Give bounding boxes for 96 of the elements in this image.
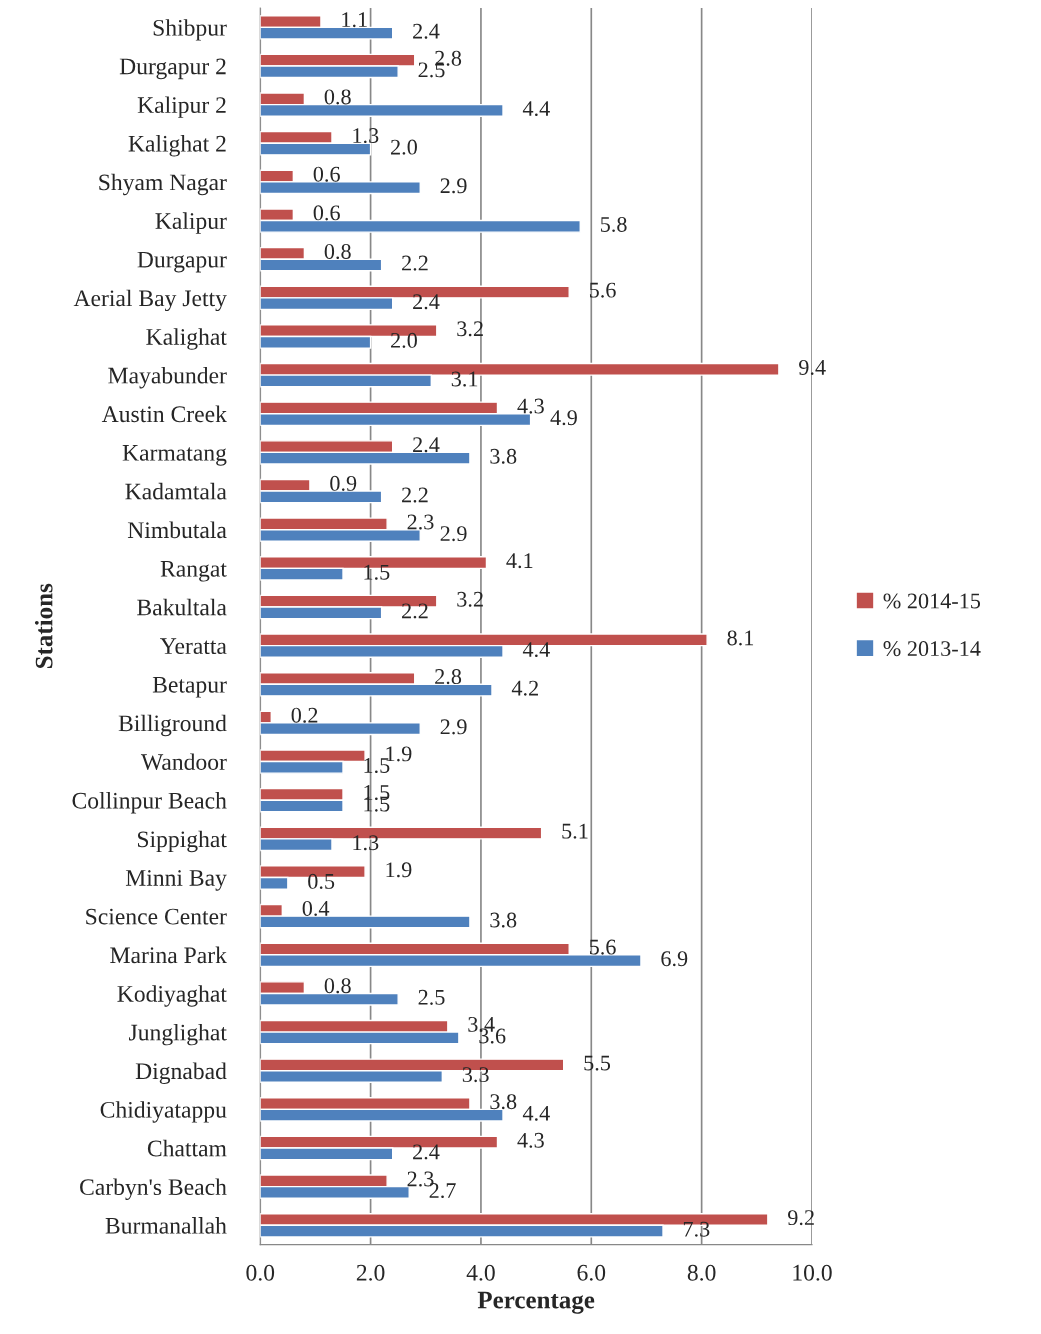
y-tick-label: Karmatang [122, 445, 227, 466]
y-tick-label: Billiground [118, 714, 227, 737]
y-tick-label: Bakultala [137, 598, 227, 616]
y-tick-label: Mayabunder [108, 366, 227, 389]
data-label: 2.4 [413, 23, 440, 39]
data-label: 4.9 [550, 410, 577, 426]
data-label: 1.5 [364, 564, 390, 580]
y-tick-label: Marina Park [110, 946, 227, 964]
x-tick-label: 10.0 [793, 1264, 832, 1281]
data-label: 0.8 [324, 243, 351, 260]
y-tick-label: Aerial Bay Jetty [73, 289, 227, 312]
data-label: 4.3 [517, 398, 544, 414]
y-tick-label: Kalipur 2 [137, 96, 226, 118]
y-tick-label: Collinpur Beach [72, 792, 227, 814]
y-tick-label: Kalighat 2 [128, 135, 226, 157]
legend-label: % 2014-15 [883, 593, 981, 609]
y-tick-label: Dignabad [135, 1062, 227, 1085]
data-label: 1.9 [386, 862, 412, 878]
y-tick-label: Nimbutala [127, 521, 227, 539]
data-label: 2.0 [391, 139, 417, 155]
x-tick-label: 4.0 [466, 1264, 495, 1281]
y-tick-label: Sippighat [137, 830, 227, 853]
data-label: 4.4 [522, 101, 550, 117]
y-tick-label: Chidiyatappu [100, 1101, 227, 1123]
data-label: 3.8 [490, 1094, 517, 1110]
data-label: 5.1 [562, 823, 588, 839]
y-tick-label: Junglighat [129, 1023, 227, 1046]
data-label: 5.6 [589, 939, 616, 955]
x-tick-label: 8.0 [687, 1264, 716, 1281]
data-label: 4.3 [517, 1132, 544, 1148]
y-axis-title: Stations [34, 583, 53, 669]
data-label: 2.5 [418, 989, 445, 1005]
data-label: 2.4 [413, 1144, 440, 1160]
data-label: 4.4 [522, 642, 550, 658]
y-tick-label: Austin Creek [101, 405, 227, 423]
y-tick-label: Durgapur [137, 251, 227, 273]
x-tick-label: 6.0 [577, 1264, 606, 1281]
data-label: 2.2 [402, 603, 428, 619]
data-label: 2.0 [391, 332, 417, 348]
data-label: 0.2 [291, 707, 318, 723]
data-label: 3.2 [457, 321, 483, 337]
data-label: 0.6 [313, 205, 340, 221]
y-tick-label: Burmanallah [105, 1217, 227, 1234]
data-label: 9.2 [788, 1210, 814, 1226]
data-label: 6.9 [661, 951, 688, 967]
data-label: 0.9 [330, 475, 357, 491]
data-label: 1.1 [342, 12, 367, 28]
y-tick-label: Kalipur [155, 212, 227, 234]
data-label: 0.8 [324, 978, 351, 994]
data-label: 0.8 [324, 89, 351, 105]
data-label: 0.4 [302, 900, 330, 917]
y-tick-label: Science Center [86, 908, 227, 925]
data-label: 5.6 [589, 282, 616, 298]
x-tick-label: 2.0 [356, 1264, 385, 1281]
data-label: 3.8 [490, 912, 517, 928]
y-tick-label: Chattam [147, 1139, 227, 1157]
y-tick-label: Rangat [160, 561, 227, 582]
data-label: 2.9 [440, 526, 467, 542]
data-label: 8.1 [727, 630, 754, 646]
data-label: 0.5 [308, 873, 335, 889]
data-label: 4.4 [522, 1105, 550, 1121]
y-tick-label: Minni Bay [125, 870, 227, 891]
y-tick-label: Betapur [152, 677, 227, 698]
y-tick-label: Shibpur [153, 19, 227, 41]
data-label: 2.9 [440, 719, 467, 735]
x-axis-title: Percentage [477, 1291, 595, 1314]
data-label: 2.8 [435, 669, 462, 685]
data-label: 1.3 [353, 835, 379, 851]
y-tick-label: Yeratta [160, 638, 227, 655]
data-label: 2.4 [413, 294, 440, 310]
legend-label: % 2013-14 [883, 641, 981, 657]
data-label: 4.1 [506, 553, 533, 569]
y-tick-label: Wandoor [140, 753, 227, 771]
y-tick-label: Kodiyaghat [117, 985, 227, 1007]
data-label: 1.3 [353, 128, 379, 144]
data-label: 9.4 [799, 359, 826, 375]
data-label: 7.3 [683, 1221, 710, 1237]
data-label: 3.8 [490, 448, 517, 464]
data-label: 0.6 [313, 166, 340, 182]
data-label: 3.2 [457, 591, 483, 607]
data-label: 3.3 [462, 1067, 489, 1083]
y-tick-label: Durgapur 2 [119, 58, 226, 80]
data-label: 3.1 [451, 371, 478, 387]
y-tick-label: Shyam Nagar [99, 173, 227, 196]
data-label: 2.2 [402, 487, 428, 503]
y-tick-label: Kadamtala [125, 482, 227, 500]
y-tick-label: Carbyn's Beach [80, 1178, 227, 1200]
y-tick-label: Kalighat [146, 328, 227, 350]
data-label: 2.4 [413, 437, 440, 453]
data-label: 4.2 [511, 680, 538, 696]
data-label: 2.3 [407, 514, 434, 530]
data-label: 5.8 [600, 216, 627, 232]
x-tick-label: 0.0 [246, 1264, 275, 1281]
data-label: 2.2 [402, 255, 428, 271]
data-label: 2.9 [440, 178, 467, 194]
data-label: 5.5 [584, 1055, 611, 1071]
